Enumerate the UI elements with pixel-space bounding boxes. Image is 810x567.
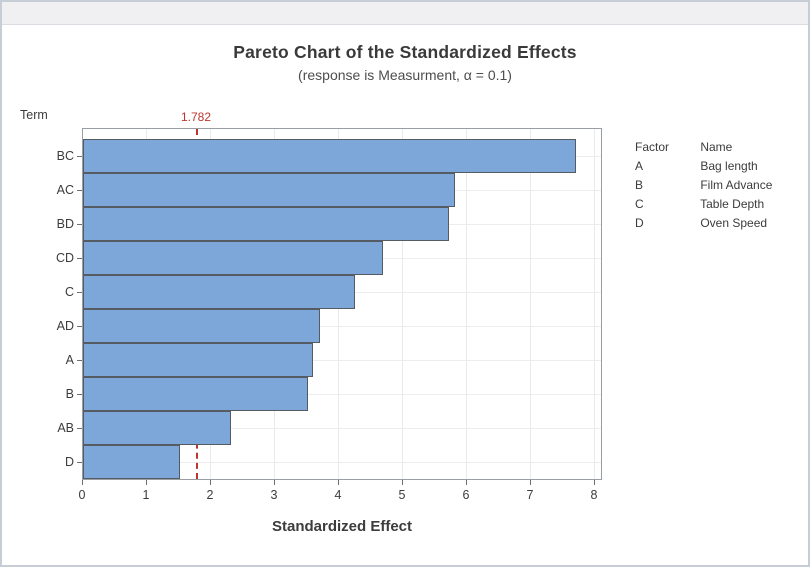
h-gridline	[83, 428, 601, 429]
x-tick-label: 6	[462, 488, 470, 502]
plot-area[interactable]	[82, 128, 602, 480]
legend-factor: C	[635, 197, 644, 211]
bar-CD[interactable]	[83, 241, 383, 275]
x-tick-label: 0	[78, 488, 86, 502]
x-tick-label: 8	[590, 488, 598, 502]
bar-AD[interactable]	[83, 309, 320, 343]
chart-title: Pareto Chart of the Standardized Effects	[233, 42, 577, 62]
x-tick	[146, 480, 147, 485]
x-tick-label: 3	[270, 488, 278, 502]
legend-row: A Bag length	[635, 157, 772, 176]
bar-B[interactable]	[83, 377, 309, 411]
x-tick-label: 5	[398, 488, 406, 502]
window-titlebar[interactable]	[2, 2, 808, 25]
y-tick	[77, 394, 82, 395]
y-tick	[77, 360, 82, 361]
bar-C[interactable]	[83, 275, 355, 309]
x-tick	[338, 480, 339, 485]
x-tick-label: 7	[526, 488, 534, 502]
y-tick	[77, 258, 82, 259]
x-axis-title: Standardized Effect	[271, 518, 413, 535]
legend-header-name: Name	[700, 140, 733, 154]
legend-name: Table Depth	[700, 197, 765, 211]
x-tick	[466, 480, 467, 485]
v-gridline	[466, 129, 467, 479]
v-gridline	[402, 129, 403, 479]
v-gridline	[530, 129, 531, 479]
category-label-A: A	[65, 353, 74, 367]
category-label-BC: BC	[56, 149, 74, 163]
legend-row: B Film Advance	[635, 176, 772, 195]
x-tick-label: 4	[334, 488, 342, 502]
y-tick	[77, 326, 82, 327]
x-tick-label: 2	[206, 488, 214, 502]
legend-name: Bag length	[700, 159, 758, 173]
category-label-BD: BD	[56, 217, 74, 231]
x-tick	[82, 480, 83, 485]
bar-BD[interactable]	[83, 207, 450, 241]
reference-line-label: 1.782	[180, 110, 212, 124]
bar-A[interactable]	[83, 343, 314, 377]
y-tick	[77, 428, 82, 429]
legend-factor: D	[635, 216, 644, 230]
x-tick	[530, 480, 531, 485]
h-gridline	[83, 326, 601, 327]
category-label-AD: AD	[56, 319, 74, 333]
y-tick	[77, 190, 82, 191]
legend-factor: B	[635, 178, 644, 192]
h-gridline	[83, 462, 601, 463]
category-label-CD: CD	[55, 251, 74, 265]
factor-legend: Factor Name A Bag length B Film Advance …	[635, 138, 772, 233]
h-gridline	[83, 360, 601, 361]
legend-factor: A	[635, 159, 644, 173]
legend-row: D Oven Speed	[635, 214, 772, 233]
y-tick	[77, 224, 82, 225]
x-tick	[402, 480, 403, 485]
category-label-AB: AB	[57, 421, 74, 435]
legend-name: Oven Speed	[700, 216, 768, 230]
x-tick-label: 1	[142, 488, 150, 502]
category-label-B: B	[65, 387, 74, 401]
x-tick	[274, 480, 275, 485]
chart-subtitle: (response is Measurment, α = 0.1)	[298, 67, 512, 83]
legend-header: Factor Name	[635, 138, 772, 157]
legend-name: Film Advance	[700, 178, 773, 192]
bar-BC[interactable]	[83, 139, 576, 173]
bar-AB[interactable]	[83, 411, 232, 445]
x-tick	[594, 480, 595, 485]
x-tick	[210, 480, 211, 485]
y-tick	[77, 156, 82, 157]
bar-AC[interactable]	[83, 173, 456, 207]
category-label-AC: AC	[56, 183, 74, 197]
category-label-C: C	[64, 285, 74, 299]
legend-header-factor: Factor	[635, 140, 670, 154]
v-gridline	[594, 129, 595, 479]
y-axis-title: Term	[20, 108, 48, 122]
bar-D[interactable]	[83, 445, 181, 479]
y-tick	[77, 292, 82, 293]
legend-row: C Table Depth	[635, 195, 772, 214]
h-gridline	[83, 394, 601, 395]
category-label-D: D	[64, 455, 74, 469]
y-tick	[77, 462, 82, 463]
